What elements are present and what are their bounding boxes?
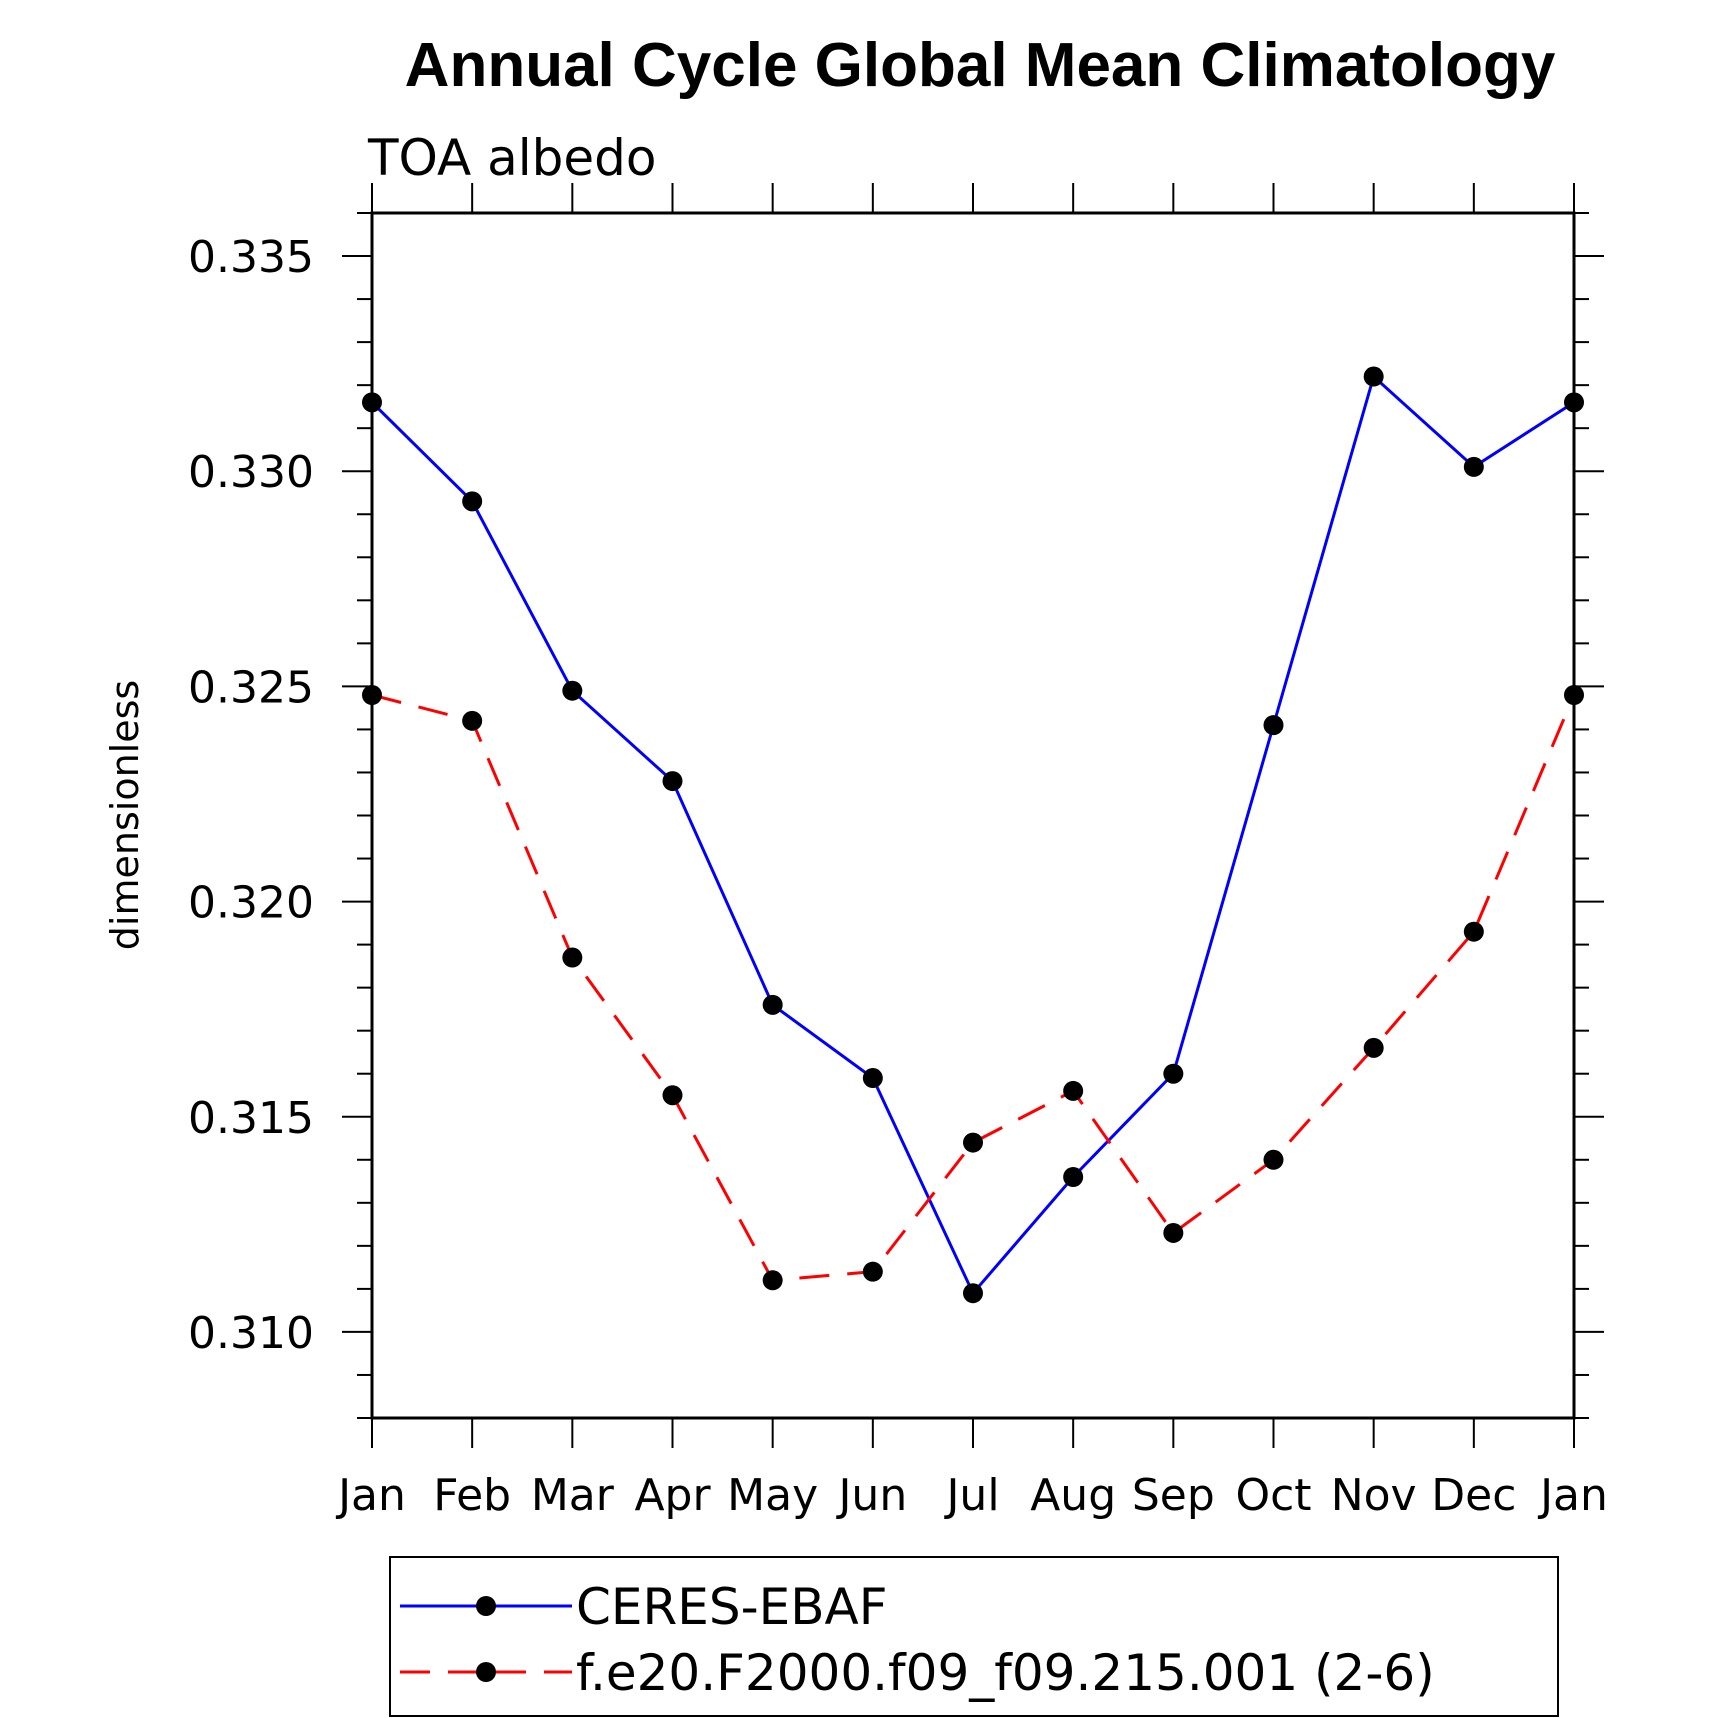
data-point — [1463, 456, 1484, 477]
x-tick-label: Oct — [1235, 1470, 1311, 1521]
x-tick-label: Mar — [531, 1470, 615, 1521]
legend-marker — [476, 1662, 496, 1682]
data-point — [762, 1270, 783, 1291]
legend-box — [389, 1556, 1559, 1717]
data-point — [1263, 715, 1284, 736]
y-tick-label: 0.310 — [188, 1308, 314, 1359]
legend-label: f.e20.F2000.f09_f09.215.001 (2-6) — [576, 1644, 1435, 1702]
x-tick-label: Jul — [943, 1470, 999, 1521]
y-tick-label: 0.330 — [188, 447, 314, 498]
series-layer — [362, 366, 1584, 1304]
legend-item-1: CERES-EBAF — [400, 1578, 887, 1636]
data-point — [1163, 1222, 1184, 1243]
y-tick-label: 0.325 — [188, 662, 314, 713]
data-point — [862, 1068, 883, 1089]
legend-marker — [476, 1596, 496, 1616]
data-point — [662, 1085, 683, 1106]
y-tick-label: 0.315 — [188, 1093, 314, 1144]
series-line — [371, 693, 1576, 1282]
x-tick-label: Dec — [1431, 1470, 1516, 1521]
chart-title: Annual Cycle Global Mean Climatology — [405, 31, 1556, 100]
x-tick-label: Jan — [335, 1470, 406, 1521]
x-tick-label: Feb — [433, 1470, 511, 1521]
data-point — [1263, 1149, 1284, 1170]
data-point — [1063, 1080, 1084, 1101]
data-point — [462, 710, 483, 731]
data-point — [1463, 921, 1484, 942]
data-point — [662, 771, 683, 792]
data-point — [963, 1283, 983, 1304]
legend-item-2: f.e20.F2000.f09_f09.215.001 (2-6) — [400, 1644, 1435, 1702]
chart-subtitle: TOA albedo — [367, 129, 656, 187]
x-tick-label: Nov — [1331, 1470, 1417, 1521]
x-tick-label: Sep — [1132, 1470, 1215, 1521]
series-2 — [362, 685, 1584, 1291]
data-point — [562, 680, 583, 701]
y-axis-label: dimensionless — [103, 680, 147, 950]
data-point — [862, 1261, 883, 1282]
plot-frame — [370, 211, 1576, 1420]
data-point — [1363, 366, 1384, 387]
data-point — [1063, 1167, 1084, 1187]
x-tick-label: Aug — [1030, 1470, 1116, 1521]
x-tick-label: Apr — [634, 1470, 711, 1521]
y-tick-label: 0.320 — [188, 878, 314, 929]
series-1 — [362, 366, 1584, 1304]
y-tick-label: 0.335 — [188, 232, 314, 283]
data-point — [462, 491, 483, 512]
data-point — [1363, 1037, 1384, 1058]
x-tick-label: May — [727, 1470, 818, 1521]
axes: 0.310 0.315 0.320 0.325 0.330 0.335 Jan Feb Mar A… — [188, 183, 1608, 1521]
legend: CERES-EBAF f.e20.F2000.f09_f09.215.001 (2… — [389, 1556, 1559, 1717]
x-tick-label: Jun — [835, 1470, 907, 1521]
x-tick-label: Jan — [1537, 1470, 1608, 1521]
data-point — [963, 1132, 983, 1153]
series-line — [370, 373, 1575, 1296]
data-point — [1163, 1063, 1184, 1084]
data-point — [762, 994, 783, 1015]
data-point — [562, 947, 583, 968]
legend-label: CERES-EBAF — [576, 1578, 887, 1636]
